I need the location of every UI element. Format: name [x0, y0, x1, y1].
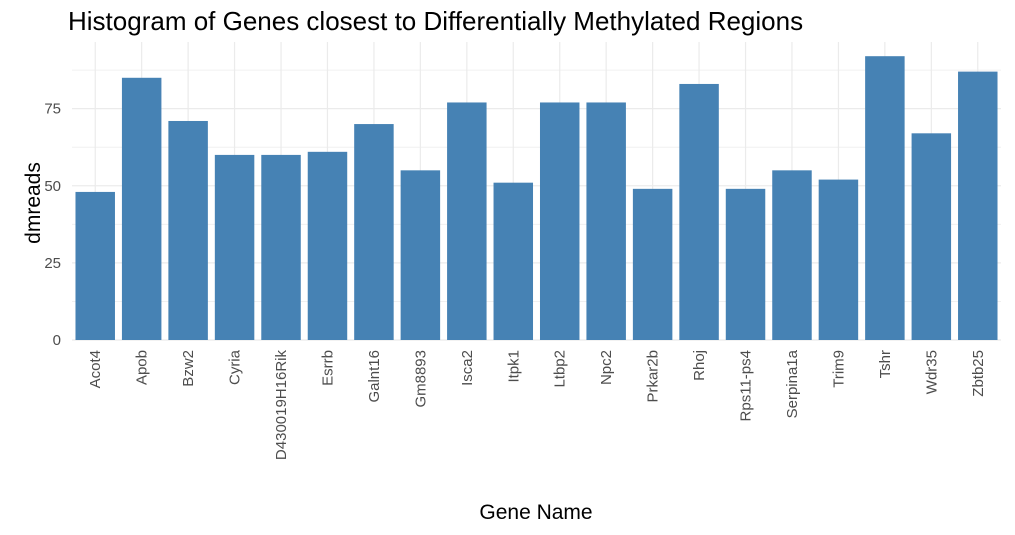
x-tick-label: Serpina1a: [784, 349, 801, 418]
bar-trim9: [818, 179, 859, 340]
bar-prkar2b: [632, 188, 673, 340]
x-tick-label: Galnt16: [366, 350, 383, 403]
bar-serpina1a: [772, 170, 812, 340]
x-tick-label: Bzw2: [180, 350, 197, 387]
bar-zbtb25: [958, 71, 998, 341]
x-tick-label: Itpk1: [505, 350, 522, 383]
bar-d430019h16rik: [261, 154, 301, 340]
x-tick-label: D430019H16Rik: [273, 350, 290, 461]
y-tick-label: 0: [53, 332, 61, 349]
bar-apob: [121, 77, 162, 341]
x-tick-label: Isca2: [459, 350, 476, 386]
x-tick-label: Npc2: [598, 350, 615, 385]
bar-isca2: [447, 102, 487, 340]
x-tick-label: Apob: [134, 350, 151, 385]
chart-title: Histogram of Genes closest to Differenti…: [68, 6, 804, 36]
bar-tshr: [865, 56, 905, 340]
y-tick-label: 25: [44, 255, 61, 272]
x-tick-label: Prkar2b: [645, 350, 662, 403]
bar-npc2: [586, 102, 626, 340]
x-tick-label: Gm8893: [412, 350, 429, 408]
y-tick-label: 75: [44, 101, 61, 118]
y-tick-label: 50: [44, 178, 61, 195]
bar-rhoj: [679, 83, 719, 340]
bar-gm8893: [400, 170, 441, 340]
x-tick-label: Ltbp2: [552, 350, 569, 388]
y-axis-title: dmreads: [22, 162, 45, 244]
x-tick-label: Trim9: [830, 350, 847, 388]
x-tick-label: Zbtb25: [970, 350, 987, 397]
bar-wdr35: [911, 133, 952, 340]
x-tick-label: Esrrb: [319, 350, 336, 386]
bar-bzw2: [168, 120, 208, 340]
y-axis-ticks: 0 25 50 75: [44, 101, 61, 349]
bar-acot4: [75, 191, 115, 340]
x-tick-label: Acot4: [87, 350, 104, 388]
bar-itpk1: [493, 182, 534, 340]
bar-cyria: [214, 154, 255, 340]
x-tick-label: Tshr: [877, 350, 894, 378]
x-tick-label: Wdr35: [923, 350, 940, 394]
bar-ltbp2: [539, 102, 580, 340]
bars: [75, 56, 998, 341]
x-tick-label: Cyria: [227, 349, 244, 385]
bar-esrrb: [307, 151, 348, 340]
bar-galnt16: [354, 124, 394, 340]
x-axis-ticks: Acot4 Apob Bzw2 Cyria D430019H16Rik Esrrb Galn…: [87, 349, 987, 460]
x-axis-title: Gene Name: [479, 501, 592, 524]
x-tick-label: Rps11-ps4: [738, 350, 755, 421]
bar-rps11-ps4: [725, 188, 766, 340]
x-tick-label: Rhoj: [691, 350, 708, 381]
grid-lines: [72, 42, 1001, 341]
